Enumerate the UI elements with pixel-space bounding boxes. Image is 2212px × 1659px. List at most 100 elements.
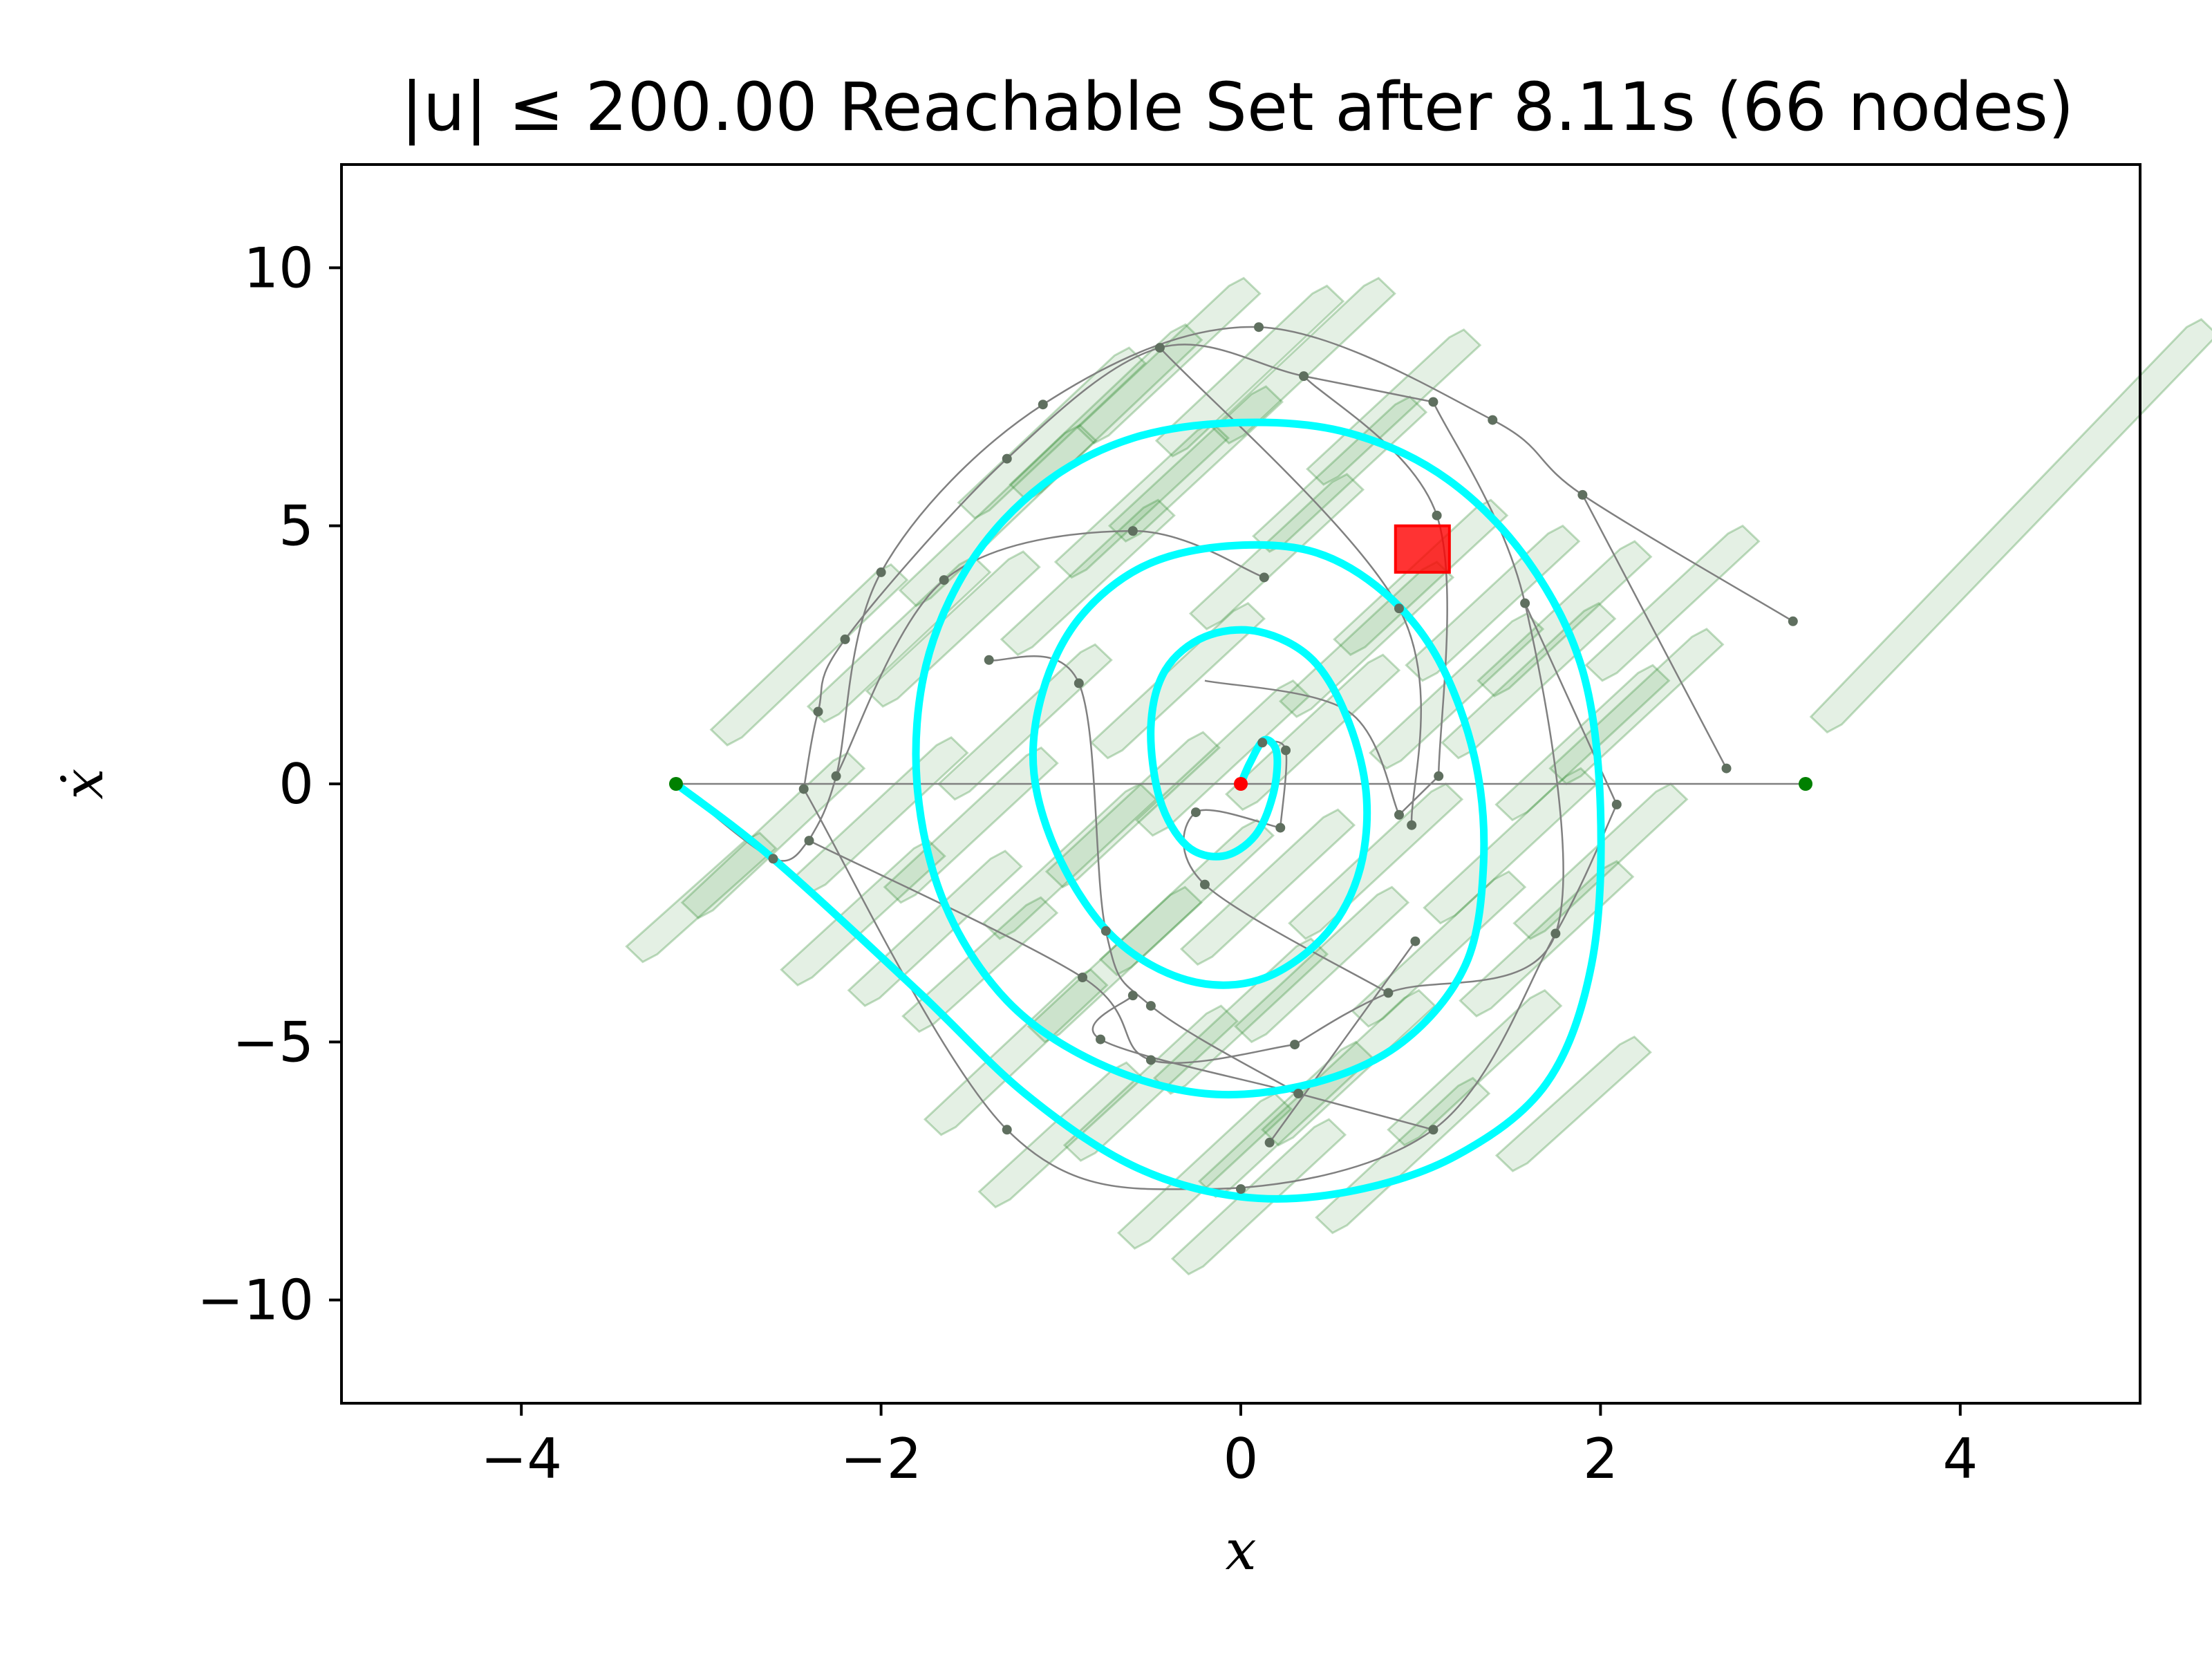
tree-node-29 [1275,823,1286,833]
reachable-region-10 [898,424,1098,608]
tree-nodes [768,322,1798,1194]
tree-node-39 [1383,988,1394,998]
tree-node-9 [1432,510,1442,521]
tree-node-14 [984,655,994,665]
x-tick-label-0: −4 [480,1427,562,1491]
tree-node-10 [1577,489,1588,500]
y-tick-label-2: 0 [279,752,314,816]
reachable-region-56 [1494,1035,1652,1172]
tree-node-30 [1190,807,1201,818]
tree-node-11 [876,567,886,577]
x-tick-label-3: 2 [1583,1427,1618,1491]
reachable-region-31 [1179,808,1356,966]
reachable-region-35 [1225,653,1401,812]
tree-node-37 [1145,1055,1156,1065]
reachable-region-34 [1211,276,1396,445]
tree-edge-11 [1268,940,1416,1143]
tree-node-21 [1520,598,1530,608]
reachable-region-37 [1252,395,1428,553]
reachable-region-57 [1809,318,2212,734]
tree-node-4 [1488,415,1498,425]
tree-node-31 [1199,879,1210,890]
tree-node-2 [1299,371,1309,382]
markers [668,524,1813,791]
tree-node-12 [939,575,949,585]
y-tick-label-4: 10 [243,236,314,300]
tree-node-35 [1145,1001,1156,1011]
reachable-region-42 [1315,1076,1491,1235]
reachable-region-3 [780,839,946,987]
reachable-region-11 [923,968,1109,1136]
x-tick-label-2: 0 [1224,1427,1259,1491]
tree-node-15 [813,706,823,717]
reachable-region-41 [1306,328,1482,486]
reachable-region-43 [1333,498,1509,657]
x-axis-ticks: −4 −2 0 2 4 [480,1403,1978,1491]
tree-edge-12 [1182,809,1389,994]
tree-node-36 [1096,1034,1106,1044]
tree-node-5 [1038,400,1048,410]
reachable-region-32 [1188,473,1365,630]
tree-node-16 [1074,678,1084,688]
goal-region [1394,524,1451,574]
tree-node-7 [1127,526,1138,536]
tree-node-1 [1154,343,1165,353]
y-axis-ticks: −10 −5 0 5 10 [197,236,341,1333]
tree-edge-5 [1582,494,1727,769]
tree-edge-14 [1091,995,1434,1131]
reachable-region-7 [865,550,1041,708]
reachable-region-23 [1089,601,1266,760]
reachable-region-52 [1494,664,1671,822]
reachable-region-29 [1154,284,1345,458]
boundary-point-1 [1799,777,1813,791]
reachable-region-40 [1288,782,1464,940]
chart-title: |u| ≤ 200.00 Reachable Set after 8.11s (… [401,68,2074,147]
tree-node-33 [1078,973,1088,982]
tree-node-44 [1428,1125,1438,1135]
tree-edge-16 [1204,679,1400,816]
reachable-region-12 [937,643,1113,801]
tree-node-28 [1407,820,1417,830]
tree-node-42 [1293,1089,1304,1098]
reachable-region-28 [1152,937,1329,1095]
tree-node-40 [1410,936,1421,946]
reachable-region-36 [1234,885,1410,1044]
tree-node-8 [1259,572,1269,583]
tree-node-18 [798,784,809,794]
tree-node-27 [1394,809,1404,820]
reachable-region-1 [680,751,866,919]
tree-node-24 [1434,771,1444,781]
solution-path-layer [672,418,1605,1203]
y-tick-label-3: 5 [279,494,314,559]
y-tick-label-1: −5 [232,1010,314,1074]
tree-node-23 [1721,763,1732,774]
start-point [1234,777,1248,791]
reachable-region-19 [1044,731,1221,889]
tree-node-47 [768,854,778,864]
tree-node-41 [1550,928,1561,939]
tree-node-26 [1281,745,1291,756]
tree-node-34 [1127,991,1138,1001]
reachable-region-47 [1405,524,1581,682]
tree-node-3 [1428,397,1438,407]
tree-node-25 [1611,799,1622,809]
tree-node-0 [1254,322,1264,332]
reachable-region-20 [1053,421,1230,579]
reachable-region-16 [1000,498,1176,657]
tree-edge-2 [808,326,1794,841]
tree-node-19 [804,836,814,846]
tree-edge-10 [808,839,1295,1064]
tree-node-6 [1002,453,1012,464]
tree-node-13 [840,634,850,644]
tree-node-48 [1257,738,1268,748]
y-axis-label: ẋ [51,768,115,799]
reachable-region-26 [1116,1092,1293,1250]
tree-node-22 [1788,616,1798,626]
tree-node-32 [1100,926,1111,936]
solution-path [672,418,1605,1203]
x-tick-label-4: 4 [1942,1427,1978,1491]
tree-edge-8 [988,655,1299,1095]
reachable-region-55 [1584,524,1761,682]
